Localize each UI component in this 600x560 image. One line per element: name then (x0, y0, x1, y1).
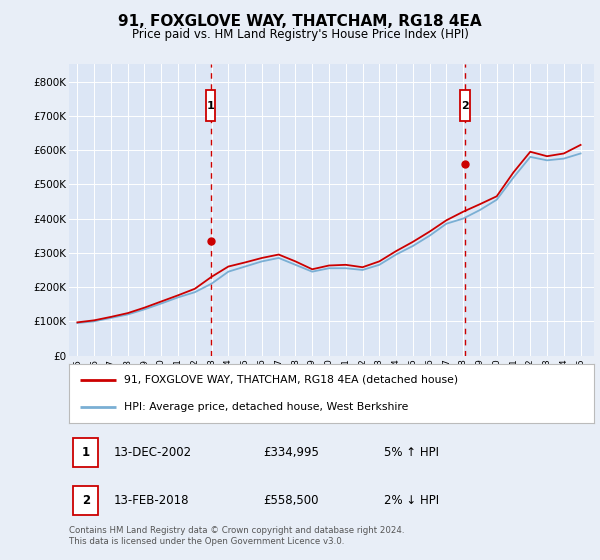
Text: 5% ↑ HPI: 5% ↑ HPI (384, 446, 439, 459)
Text: 1: 1 (207, 100, 215, 110)
FancyBboxPatch shape (460, 90, 470, 121)
FancyBboxPatch shape (73, 438, 98, 467)
FancyBboxPatch shape (73, 486, 98, 515)
Text: 1: 1 (82, 446, 90, 459)
Text: Contains HM Land Registry data © Crown copyright and database right 2024.
This d: Contains HM Land Registry data © Crown c… (69, 526, 404, 546)
Text: 13-FEB-2018: 13-FEB-2018 (113, 494, 189, 507)
Text: £558,500: £558,500 (263, 494, 319, 507)
Text: Price paid vs. HM Land Registry's House Price Index (HPI): Price paid vs. HM Land Registry's House … (131, 28, 469, 41)
Text: 91, FOXGLOVE WAY, THATCHAM, RG18 4EA (detached house): 91, FOXGLOVE WAY, THATCHAM, RG18 4EA (de… (124, 375, 458, 385)
Text: 2: 2 (461, 100, 469, 110)
Text: 2: 2 (82, 494, 90, 507)
Text: 91, FOXGLOVE WAY, THATCHAM, RG18 4EA: 91, FOXGLOVE WAY, THATCHAM, RG18 4EA (118, 14, 482, 29)
FancyBboxPatch shape (206, 90, 215, 121)
Text: HPI: Average price, detached house, West Berkshire: HPI: Average price, detached house, West… (124, 402, 409, 412)
Text: 2% ↓ HPI: 2% ↓ HPI (384, 494, 439, 507)
Text: 13-DEC-2002: 13-DEC-2002 (113, 446, 192, 459)
Text: £334,995: £334,995 (263, 446, 319, 459)
